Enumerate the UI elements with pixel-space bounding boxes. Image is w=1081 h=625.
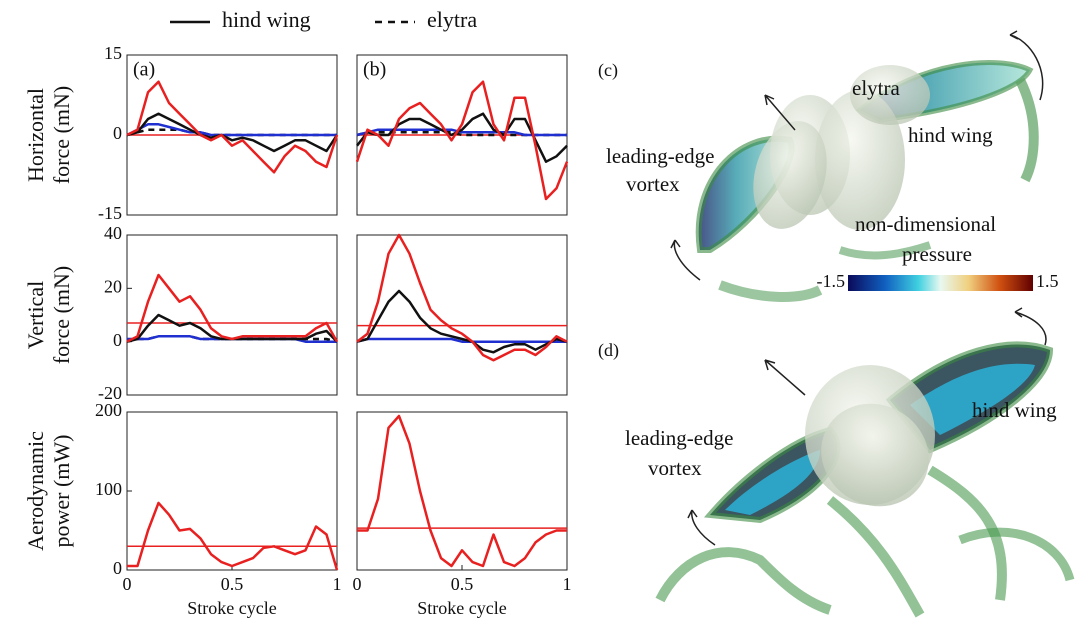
y-tick-label: 200 [95, 400, 122, 420]
y-axis-label-line: force (mN) [49, 86, 74, 184]
y-tick-label: -20 [98, 383, 122, 403]
series-line [355, 80, 569, 201]
annotation: hind wing [908, 123, 993, 147]
series-line [126, 273, 339, 343]
annotation: leading-edge [606, 144, 714, 168]
panel-label: (a) [133, 59, 155, 81]
panel-label: (c) [598, 60, 618, 81]
panel-label: (d) [598, 340, 619, 361]
annotation: non-dimensional [855, 212, 996, 236]
arrows [670, 30, 1044, 281]
illustrations: (c) elytra hind wing leading-edge vortex… [598, 30, 1075, 618]
y-tick-label: 0 [113, 330, 122, 350]
y-tick-label: 20 [104, 276, 122, 296]
series-line [357, 414, 567, 568]
x-tick-label: 1 [333, 574, 342, 594]
y-axis-label-line: force (mN) [49, 266, 74, 364]
y-tick-label: 15 [104, 43, 122, 63]
series-line [356, 289, 568, 354]
y-axis-label-line: Aerodynamic [23, 431, 48, 551]
x-tick-label: 0 [123, 574, 132, 594]
annotation: vortex [648, 456, 702, 480]
y-tick-label: 0 [113, 123, 122, 143]
x-axis-label: Stroke cycle [187, 598, 276, 618]
y-tick-label: 40 [104, 223, 122, 243]
colorbar [848, 275, 1033, 291]
y-tick-label: 0 [113, 558, 122, 578]
y-axis-label-line: power (mW) [49, 434, 74, 547]
colorbar-tick: 1.5 [1036, 271, 1059, 291]
x-tick-label: 1 [563, 574, 572, 594]
series-line [126, 112, 339, 153]
series-line [126, 123, 337, 137]
series-line [127, 501, 339, 571]
y-axis-label-line: Vertical [23, 281, 48, 349]
plot-frame [126, 234, 338, 396]
x-axis-label: Stroke cycle [417, 598, 506, 618]
colorbar-tick: -1.5 [817, 271, 846, 291]
series-line [126, 80, 339, 174]
y-tick-label: 100 [95, 479, 122, 499]
x-tick-label: 0 [353, 574, 362, 594]
arrows [687, 307, 1047, 546]
y-axis-label-line: Horizontal [23, 88, 48, 182]
vortex-render [695, 60, 1039, 302]
plot-frame [356, 234, 568, 396]
annotation: elytra [852, 76, 900, 100]
y-axis-label: Aerodynamicpower (mW) [23, 431, 74, 551]
annotation: pressure [902, 242, 972, 266]
vortex-render [655, 341, 1075, 618]
panel-label: (b) [363, 59, 386, 81]
annotation: hind wing [972, 398, 1057, 422]
series-line [356, 337, 567, 343]
annotation: vortex [626, 172, 680, 196]
x-tick-label: 0.5 [221, 574, 244, 594]
x-tick-label: 0.5 [451, 574, 474, 594]
legend-label: elytra [427, 7, 477, 32]
annotation: leading-edge [625, 426, 733, 450]
series-line [356, 233, 568, 362]
y-tick-label: -15 [98, 203, 122, 223]
series-line [126, 313, 338, 343]
y-axis-label: Horizontalforce (mN) [23, 86, 74, 184]
y-axis-label: Verticalforce (mN) [23, 266, 74, 364]
legend-label: hind wing [222, 7, 311, 32]
